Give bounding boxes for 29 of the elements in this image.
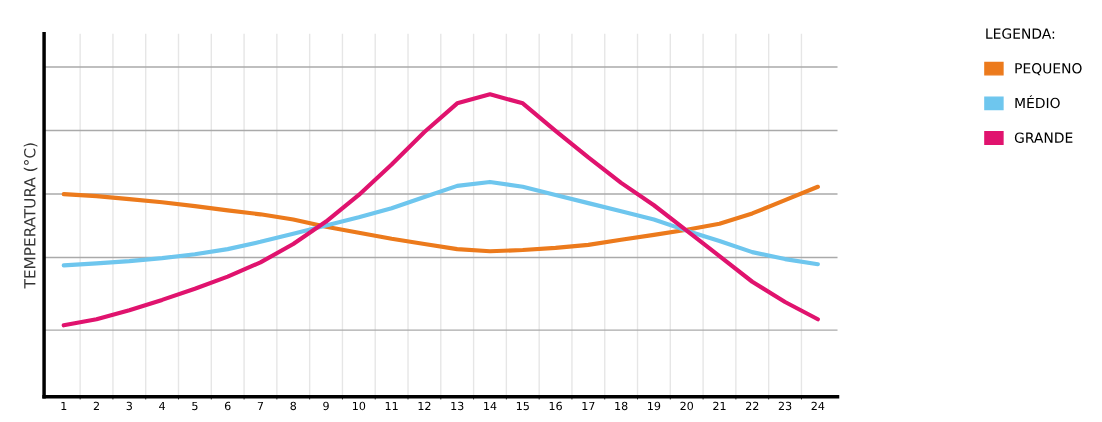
x-tick-label: 16 [549, 401, 562, 411]
x-tick-label: 3 [126, 401, 132, 411]
legend-label: PEQUENO [1015, 63, 1082, 76]
x-tick-label: 5 [192, 401, 198, 411]
x-tick-label: 6 [224, 401, 231, 411]
x-tick-label: 14 [484, 401, 497, 410]
x-tick-label: 17 [582, 401, 595, 410]
x-tick-label: 21 [713, 401, 726, 410]
x-tick-label: 7 [257, 401, 264, 410]
x-tick-label: 22 [746, 401, 759, 410]
legend-label: GRANDE [1014, 132, 1073, 143]
x-tick-label: 10 [352, 401, 366, 411]
x-tick-label: 8 [290, 401, 297, 411]
x-tick-label: 15 [516, 401, 529, 411]
x-tick-label: 20 [680, 401, 694, 411]
x-tick-label: 23 [778, 401, 792, 411]
x-tick-label: 2 [93, 401, 99, 410]
x-tick-label: 9 [323, 401, 329, 411]
y-axis-title: TEMPERATURA (°C) [23, 143, 38, 289]
x-tick-label: 12 [418, 401, 431, 410]
x-tick-label: 1 [61, 401, 67, 410]
x-tick-label: 11 [385, 401, 398, 410]
legend-label: MÉDIO [1015, 95, 1060, 109]
x-tick-label: 4 [159, 401, 166, 410]
x-tick-label: 24 [811, 401, 825, 410]
x-tick-label: 18 [615, 401, 628, 411]
x-tick-label: 19 [648, 401, 661, 411]
x-tick-label: 13 [451, 401, 464, 411]
legend-title: LEGENDA: [986, 28, 1055, 39]
